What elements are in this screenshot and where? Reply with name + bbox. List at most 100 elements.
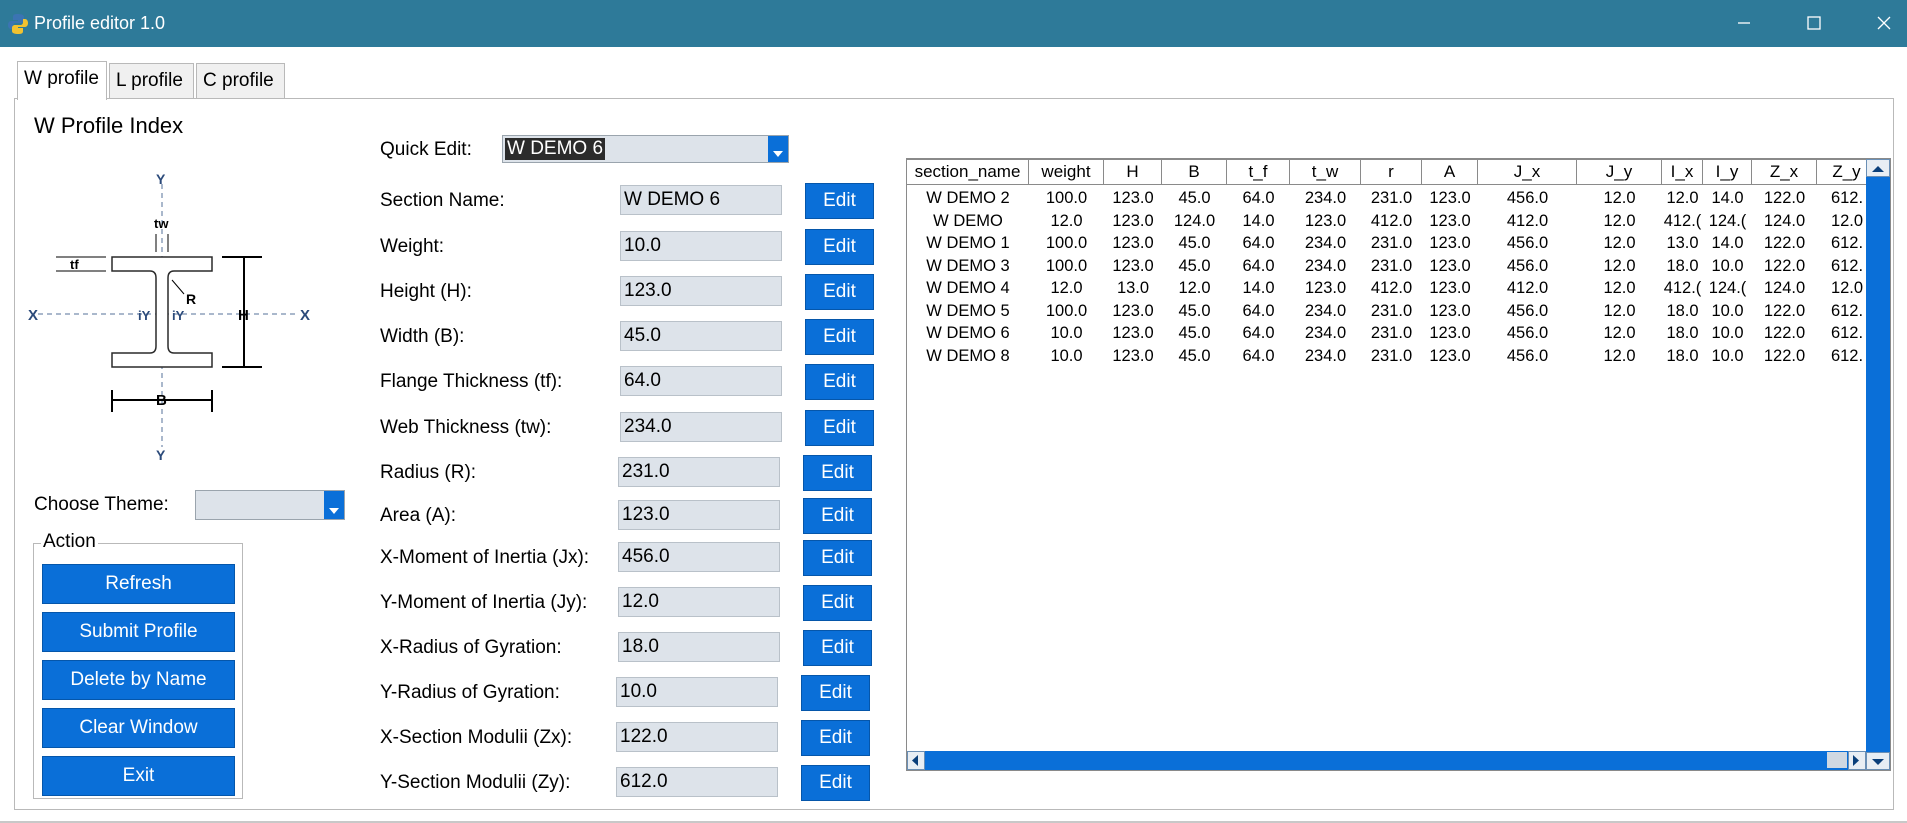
table-cell: 412.(: [1663, 211, 1702, 230]
column-header[interactable]: B: [1162, 159, 1227, 185]
table-row[interactable]: W DEMO 5 100.0 123.0 45.0 64.0 234.0 231.0 123.…: [907, 300, 1867, 322]
table-cell: 123.0: [1304, 211, 1347, 230]
edit-button[interactable]: Edit: [805, 319, 874, 355]
column-header[interactable]: H: [1104, 159, 1162, 185]
column-header[interactable]: weight: [1029, 159, 1104, 185]
table-row[interactable]: W DEMO 12.0 123.0 124.0 14.0 123.0 412.0 123.0 4…: [907, 210, 1867, 232]
submit-profile-button[interactable]: Submit Profile: [42, 612, 235, 652]
field-input[interactable]: 64.0: [620, 366, 782, 396]
field-input[interactable]: 122.0: [616, 722, 778, 752]
close-button[interactable]: [1850, 0, 1907, 47]
table-row[interactable]: W DEMO 4 12.0 13.0 12.0 14.0 123.0 412.0 123.0 4…: [907, 277, 1867, 299]
scroll-up-button[interactable]: [1866, 159, 1890, 177]
minimize-button[interactable]: [1710, 0, 1780, 47]
edit-button[interactable]: Edit: [805, 229, 874, 265]
table-cell: 45.0: [1178, 189, 1211, 207]
exit-button[interactable]: Exit: [42, 756, 235, 796]
column-header[interactable]: t_w: [1290, 159, 1361, 185]
column-header[interactable]: J_x: [1478, 159, 1577, 185]
table-cell: 231.0: [1370, 189, 1413, 207]
vertical-scrollbar[interactable]: [1866, 159, 1890, 770]
edit-button[interactable]: Edit: [805, 364, 874, 400]
table-cell: 12.0: [1603, 279, 1636, 297]
edit-button[interactable]: Edit: [803, 540, 872, 576]
table-cell: 45.0: [1178, 324, 1211, 342]
action-legend: Action: [41, 531, 98, 553]
horizontal-scrollbar[interactable]: [907, 751, 1866, 770]
field-input[interactable]: 456.0: [618, 542, 780, 572]
delete-by-name-button[interactable]: Delete by Name: [42, 660, 235, 700]
table-cell: 123.0: [1429, 189, 1471, 207]
field-input[interactable]: 123.0: [620, 276, 782, 306]
theme-dropdown-button[interactable]: [324, 491, 344, 519]
edit-button[interactable]: Edit: [801, 765, 870, 801]
maximize-button[interactable]: [1780, 0, 1850, 47]
field-input[interactable]: 234.0: [620, 412, 782, 442]
edit-button[interactable]: Edit: [803, 585, 872, 621]
column-header[interactable]: I_x: [1662, 159, 1703, 185]
chevron-down-icon: [773, 151, 783, 157]
quick-edit-select[interactable]: W DEMO 6: [502, 135, 789, 163]
table-row[interactable]: W DEMO 1 100.0 123.0 45.0 64.0 234.0 231.0 123.…: [907, 232, 1867, 254]
edit-button[interactable]: Edit: [805, 183, 874, 219]
scroll-down-button[interactable]: [1866, 752, 1890, 770]
diagram-label-r: R: [186, 291, 196, 307]
scroll-track[interactable]: [1827, 752, 1847, 768]
table-cell: 612.: [1830, 301, 1864, 320]
column-header[interactable]: A: [1422, 159, 1478, 185]
column-header[interactable]: J_y: [1577, 159, 1662, 185]
refresh-button[interactable]: Refresh: [42, 564, 235, 604]
field-input[interactable]: 10.0: [616, 677, 778, 707]
table-cell: 123.0: [1112, 301, 1154, 320]
scroll-left-button[interactable]: [907, 751, 925, 770]
edit-button[interactable]: Edit: [805, 274, 874, 310]
field-label: Area (A):: [380, 505, 457, 526]
column-header[interactable]: t_f: [1227, 159, 1290, 185]
table-row[interactable]: W DEMO 8 10.0 123.0 45.0 64.0 234.0 231.0 123.0…: [907, 345, 1867, 367]
table-cell: 123.0: [1112, 234, 1154, 252]
edit-button[interactable]: Edit: [805, 410, 874, 446]
field-input[interactable]: 612.0: [616, 767, 778, 797]
field-input[interactable]: 18.0: [618, 632, 780, 662]
field-input[interactable]: 12.0: [618, 587, 780, 617]
table-row[interactable]: W DEMO 3 100.0 123.0 45.0 64.0 234.0 231.0 123.…: [907, 255, 1867, 277]
edit-button[interactable]: Edit: [801, 720, 870, 756]
table-cell: 100.0: [1045, 301, 1088, 320]
edit-button[interactable]: Edit: [801, 675, 870, 711]
table-row[interactable]: W DEMO 2 100.0 123.0 45.0 64.0 234.0 231.0 123.…: [907, 187, 1867, 209]
clear-window-button[interactable]: Clear Window: [42, 708, 235, 748]
field-input[interactable]: 231.0: [618, 457, 780, 487]
table-cell: 124.0: [1173, 211, 1216, 230]
edit-button[interactable]: Edit: [803, 630, 872, 666]
column-header[interactable]: Z_x: [1752, 159, 1817, 185]
table-cell: 45.0: [1178, 346, 1211, 365]
table-cell: 123.0: [1112, 256, 1154, 275]
table-cell: 12.0: [1178, 279, 1211, 297]
table-cell: 10.0: [1711, 256, 1744, 275]
column-header[interactable]: r: [1361, 159, 1422, 185]
field-input[interactable]: 45.0: [620, 321, 782, 351]
field-input[interactable]: 123.0: [618, 500, 780, 530]
table-cell: 10.0: [1050, 324, 1083, 342]
tab-w-profile[interactable]: W profile: [17, 61, 107, 100]
table-cell: 100.0: [1045, 234, 1088, 252]
quick-edit-label: Quick Edit:: [380, 139, 472, 160]
field-input[interactable]: 10.0: [620, 231, 782, 261]
table-row[interactable]: W DEMO 6 10.0 123.0 45.0 64.0 234.0 231.0 123.0…: [907, 322, 1867, 344]
edit-button[interactable]: Edit: [803, 498, 872, 534]
diagram-label-tf: tf: [70, 257, 79, 272]
table-cell: W DEMO 2: [926, 189, 1010, 207]
table-cell: W DEMO 3: [926, 256, 1010, 275]
quick-edit-dropdown-button[interactable]: [768, 136, 788, 162]
form-row: X-Radius of Gyration: 18.0 Edit: [380, 630, 880, 670]
tab-c-profile[interactable]: C profile: [196, 63, 285, 98]
field-input[interactable]: W DEMO 6: [620, 185, 782, 215]
table-cell: 45.0: [1178, 256, 1211, 275]
column-header[interactable]: section_name: [907, 159, 1029, 185]
edit-button[interactable]: Edit: [803, 455, 872, 491]
tab-l-profile[interactable]: L profile: [109, 63, 194, 98]
scroll-right-button[interactable]: [1848, 751, 1866, 770]
theme-select[interactable]: [195, 490, 345, 520]
column-header[interactable]: I_y: [1703, 159, 1752, 185]
